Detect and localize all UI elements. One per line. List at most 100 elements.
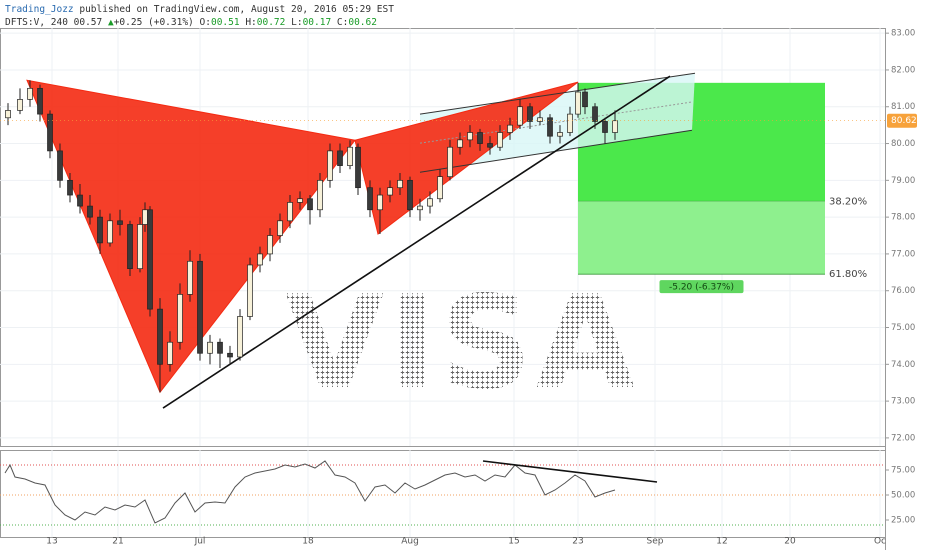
candle-body (575, 91, 581, 115)
y-tick-label: 78.00 (891, 213, 915, 223)
candle-body (217, 341, 223, 354)
y-tick-label: 77.00 (891, 249, 915, 259)
candle-body (407, 179, 413, 211)
candle-body (582, 91, 588, 108)
last-price-label: 80.62 (891, 116, 917, 126)
rsi-frame (0, 450, 886, 538)
candle-body (337, 150, 343, 166)
candle-body (237, 316, 243, 358)
rsi-line (4, 460, 616, 524)
trendline (162, 75, 671, 409)
y-tick-label: 80.00 (891, 139, 915, 149)
x-tick-label: 18 (302, 537, 314, 547)
candle-body (307, 198, 313, 211)
x-tick-label: Aug (401, 537, 419, 547)
candle-body (207, 341, 213, 354)
candle-body (377, 194, 383, 211)
c-label: C: (336, 17, 349, 28)
candle-body (547, 117, 553, 137)
harmonic-pattern (26, 79, 356, 394)
candle-body (602, 121, 608, 133)
candle-body (397, 179, 403, 189)
candle-body (557, 132, 563, 137)
fib-level-label: 38.20% (829, 196, 867, 207)
l-label: L: (291, 17, 303, 28)
candle-body (127, 224, 133, 269)
published: published on TradingView.com, August 20,… (73, 4, 394, 15)
header: Trading_Jozz published on TradingView.co… (0, 0, 932, 30)
candle-body (277, 220, 283, 236)
candle-body (457, 139, 463, 148)
candle-body (27, 87, 33, 100)
candle-body (47, 113, 53, 152)
y-tick-label: 79.00 (891, 176, 915, 186)
candle-body (107, 220, 113, 244)
candle-body (477, 132, 483, 144)
y-tick-label: 75.00 (891, 323, 915, 333)
candle-body (5, 110, 11, 119)
candle-body (167, 341, 173, 365)
x-tick-label: 20 (784, 537, 796, 547)
candle-body (142, 209, 148, 225)
c: 00.62 (348, 17, 377, 28)
channel-line (419, 72, 696, 115)
y-tick-label: 72.00 (891, 433, 915, 443)
rsi-trendline (482, 460, 658, 483)
candle-body (317, 179, 323, 211)
x-tick-label: 13 (46, 537, 57, 547)
candle-body (187, 260, 193, 295)
y-tick-label: 76.00 (891, 286, 915, 296)
candle-body (287, 202, 293, 222)
candle-body (157, 308, 163, 365)
candle-body (87, 205, 93, 218)
candle-body (137, 224, 143, 269)
candle-body (57, 150, 63, 181)
header-line: Trading_Jozz published on TradingView.co… (5, 4, 394, 15)
candle-body (537, 117, 543, 122)
arrow: ▲ (107, 17, 114, 28)
x-tick-label: 21 (112, 537, 123, 547)
candle-body (507, 124, 513, 133)
candle-body (355, 146, 361, 189)
candle-body (567, 113, 573, 133)
header-line: DFTS:V, 240 00.57 ▲+0.25 (+0.31%) O:00.5… (5, 17, 377, 28)
candle-body (347, 146, 353, 166)
candle-body (197, 260, 203, 354)
y-tick-label: 25.00 (891, 516, 915, 526)
candle-body (427, 198, 433, 207)
fib-level-label: 61.80% (829, 269, 867, 280)
candle-body (487, 143, 493, 148)
candle-body (117, 220, 123, 225)
author-link[interactable]: Trading_Jozz (5, 4, 74, 15)
x-tick-label: 15 (508, 537, 519, 547)
candle-body (447, 146, 453, 178)
channel-line (419, 101, 693, 144)
h: 00.72 (256, 17, 286, 28)
x-tick-label: Sep (647, 537, 664, 547)
candle-body (37, 87, 43, 115)
y-tick-label: 83.00 (891, 29, 915, 39)
last-price-box (887, 113, 917, 128)
x-tick-label: 12 (716, 537, 727, 547)
candle-body (467, 132, 473, 141)
candle-body (97, 216, 103, 244)
fib-change-label: -5.20 (-6.37%) (659, 280, 744, 294)
fib-change-box (659, 280, 744, 294)
candle-body (327, 150, 333, 181)
candle-body (612, 120, 618, 133)
candle-body (437, 176, 443, 200)
candle-body (257, 253, 263, 266)
candle-body (267, 235, 273, 255)
candle-body (67, 179, 73, 196)
x-tick-label: Oc (874, 537, 886, 547)
candle-body (247, 264, 253, 317)
l: 00.17 (302, 17, 332, 28)
fib-zone (578, 201, 825, 275)
candle-body (177, 294, 183, 343)
y-tick-label: 73.00 (891, 397, 915, 407)
candle-body (517, 106, 523, 126)
candle-body (387, 187, 393, 196)
fib-change-text: -5.20 (-6.37%) (669, 283, 734, 293)
